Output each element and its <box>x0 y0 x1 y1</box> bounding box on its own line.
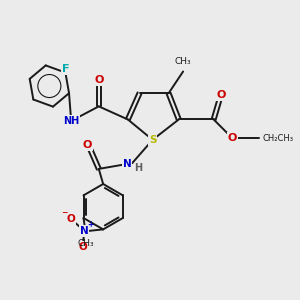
Text: O: O <box>228 134 237 143</box>
Text: O: O <box>78 242 87 252</box>
Text: S: S <box>149 135 156 145</box>
Text: N: N <box>80 226 88 236</box>
Text: O: O <box>94 75 104 85</box>
Text: CH₃: CH₃ <box>175 57 191 66</box>
Text: N: N <box>123 159 131 169</box>
Text: NH: NH <box>63 116 79 126</box>
Text: O: O <box>82 140 92 150</box>
Text: H: H <box>135 163 143 173</box>
Text: F: F <box>62 64 69 74</box>
Text: CH₃: CH₃ <box>77 239 94 248</box>
Text: O: O <box>216 90 226 100</box>
Text: O: O <box>67 214 76 224</box>
Text: −: − <box>61 208 68 217</box>
Text: +: + <box>88 220 94 229</box>
Text: CH₂CH₃: CH₂CH₃ <box>262 134 293 143</box>
